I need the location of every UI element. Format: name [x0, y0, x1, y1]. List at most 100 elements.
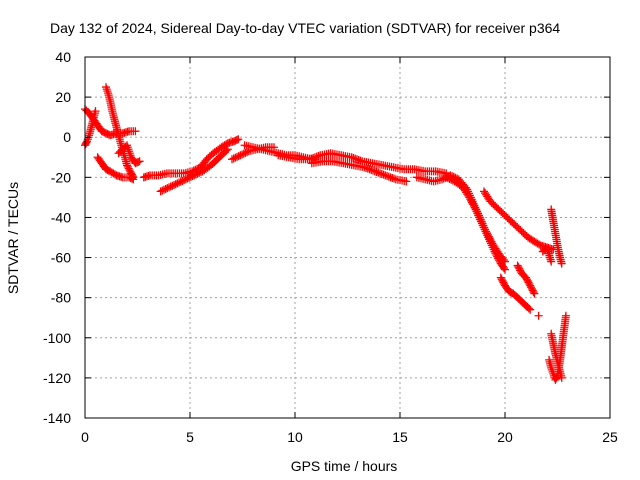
data-point — [362, 163, 371, 172]
data-point — [443, 174, 452, 183]
data-point — [478, 221, 487, 230]
data-point — [476, 215, 485, 224]
data-point — [186, 172, 195, 181]
x-tick-label: 5 — [186, 429, 194, 445]
data-point — [91, 107, 100, 116]
grid — [85, 57, 610, 418]
data-point — [159, 185, 168, 194]
data-point — [158, 186, 167, 195]
data-point — [82, 138, 91, 147]
data-point — [102, 85, 111, 94]
data-point — [128, 171, 137, 180]
y-tick-label: 20 — [55, 89, 71, 105]
data-point — [487, 241, 496, 250]
data-point — [190, 171, 199, 180]
data-point — [557, 373, 566, 382]
data-point — [547, 363, 556, 372]
data-point — [365, 165, 374, 174]
data-point — [438, 175, 446, 184]
data-point — [131, 127, 140, 136]
data-point — [229, 154, 238, 163]
data-point — [129, 173, 138, 182]
data-point — [354, 155, 363, 164]
data-point — [467, 196, 476, 205]
data-point — [222, 146, 231, 155]
data-point — [234, 135, 243, 144]
data-point — [367, 165, 376, 174]
data-point — [482, 229, 491, 238]
x-axis-title: GPS time / hours — [291, 458, 398, 474]
y-tick-label: -80 — [51, 290, 71, 306]
data-point — [363, 164, 372, 173]
data-point — [552, 373, 561, 382]
data-point — [176, 177, 185, 186]
data-point — [185, 173, 194, 182]
data-point — [465, 193, 474, 202]
data-point — [349, 153, 358, 162]
y-tick-label: -40 — [51, 209, 71, 225]
y-tick-label: -60 — [51, 250, 71, 266]
data-point — [180, 176, 189, 185]
data-point — [486, 237, 494, 246]
data-point — [170, 180, 179, 189]
data-point — [347, 153, 356, 162]
data-point — [386, 173, 395, 182]
x-tick-label: 20 — [497, 429, 513, 445]
data-point — [125, 147, 134, 156]
data-point — [390, 174, 399, 183]
data-point — [547, 257, 556, 266]
y-tick-label: -140 — [43, 410, 71, 426]
plot-frame — [84, 56, 611, 419]
data-point — [134, 157, 143, 166]
y-tick-label: 40 — [55, 49, 71, 65]
data-point — [381, 171, 390, 180]
data-point — [488, 243, 497, 252]
data-point — [223, 145, 232, 154]
data-point — [241, 148, 250, 157]
data-markers — [81, 83, 570, 384]
data-point — [501, 265, 509, 274]
y-tick-label: -120 — [43, 370, 71, 386]
data-point — [181, 175, 190, 184]
data-point — [557, 259, 566, 268]
data-point — [188, 172, 197, 181]
data-point — [168, 181, 177, 190]
data-point — [526, 305, 535, 314]
data-point — [495, 256, 503, 265]
data-point — [471, 205, 480, 214]
data-point — [374, 168, 383, 177]
data-point — [232, 135, 241, 144]
data-point — [473, 209, 482, 218]
x-tick-label: 0 — [81, 429, 89, 445]
y-tick-label: -20 — [51, 169, 71, 185]
data-point — [236, 151, 245, 160]
data-point — [83, 137, 92, 146]
data-point — [388, 174, 397, 183]
data-point — [239, 149, 248, 158]
data-point — [479, 223, 488, 232]
data-point — [469, 201, 478, 210]
data-point — [480, 225, 489, 234]
data-point — [464, 191, 473, 200]
data-point — [468, 198, 476, 207]
data-point — [352, 155, 361, 164]
data-point — [524, 304, 533, 313]
data-point — [231, 153, 240, 162]
data-point — [161, 184, 170, 193]
data-point — [233, 152, 242, 161]
data-point — [489, 245, 498, 254]
data-point — [178, 176, 187, 185]
data-point — [475, 213, 484, 222]
data-point — [156, 187, 165, 196]
data-point — [369, 166, 378, 175]
data-point — [310, 153, 319, 162]
data-point — [166, 182, 175, 191]
data-point — [447, 175, 456, 184]
data-point — [485, 235, 494, 244]
data-point — [309, 153, 318, 162]
data-point — [173, 179, 182, 188]
data-point — [238, 150, 247, 159]
data-point — [234, 152, 243, 161]
data-point — [183, 174, 192, 183]
